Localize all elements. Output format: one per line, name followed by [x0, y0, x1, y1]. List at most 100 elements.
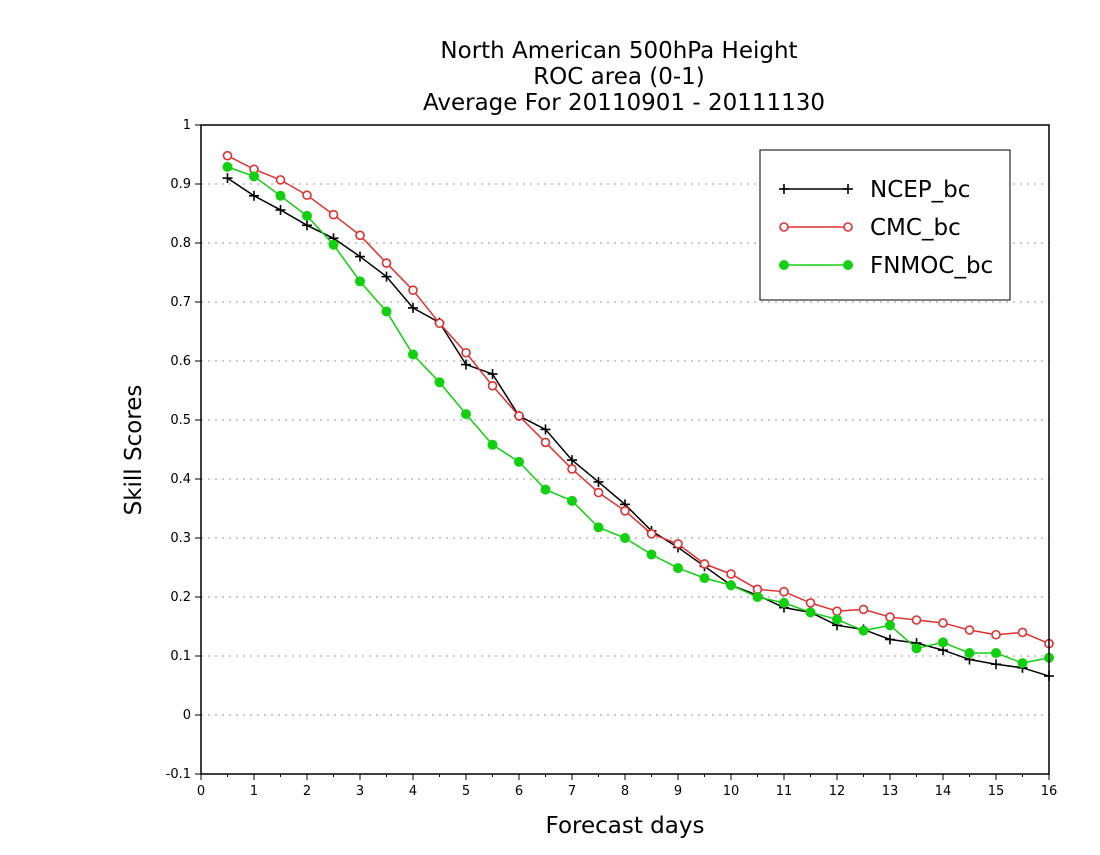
data-point-fnmoc-bc: [328, 239, 339, 250]
data-point-cmc-bc: [673, 539, 683, 549]
x-axis-label: Forecast days: [546, 813, 705, 839]
data-point-fnmoc-bc: [858, 625, 869, 636]
x-tick-label: 11: [776, 784, 793, 799]
legend-box: [759, 149, 1011, 301]
y-tick-label: 0.3: [170, 531, 191, 546]
data-point-cmc-bc: [540, 437, 551, 448]
y-tick-label: 0.8: [170, 236, 191, 251]
x-tick-label: 3: [356, 784, 364, 799]
data-point-cmc-bc: [964, 625, 975, 635]
data-point-fnmoc-bc: [805, 607, 816, 618]
data-point-fnmoc-bc: [408, 349, 418, 360]
data-point-ncep-bc: [249, 190, 259, 201]
data-point-fnmoc-bc: [249, 171, 259, 182]
data-point-cmc-bc: [514, 411, 524, 421]
y-tick-label: 0.7: [170, 295, 191, 310]
data-point-ncep-bc: [302, 220, 312, 231]
legend: NCEP_bc CMC_bc FNMOC_bc: [759, 149, 1011, 301]
legend-marker: [843, 222, 853, 232]
y-tick-label: 0.2: [170, 590, 191, 605]
legend-marker: [779, 222, 789, 232]
data-point-fnmoc-bc: [1017, 658, 1028, 669]
data-point-cmc-bc: [487, 380, 498, 391]
x-tick-label: 10: [723, 784, 740, 799]
data-point-fnmoc-bc: [991, 648, 1001, 659]
plot-frame: [200, 124, 1050, 775]
data-point-fnmoc-bc: [567, 495, 577, 506]
data-point-fnmoc-bc: [779, 597, 789, 608]
data-point-fnmoc-bc: [222, 161, 233, 172]
x-tick-label: 0: [197, 784, 205, 799]
legend-item-cmc-bc: CMC_bc: [779, 215, 961, 241]
title-line-3: Average For 20110901 - 20111130: [423, 90, 825, 116]
data-point-fnmoc-bc: [593, 522, 604, 533]
data-point-cmc-bc: [991, 629, 1001, 640]
data-point-cmc-bc: [885, 612, 895, 622]
data-point-ncep-bc: [381, 271, 392, 282]
x-tick-label: 14: [935, 784, 952, 799]
y-tick-label: 0.4: [170, 472, 191, 487]
data-point-fnmoc-bc: [461, 409, 471, 420]
data-point-ncep-bc: [275, 204, 286, 215]
data-point-cmc-bc: [567, 464, 577, 474]
data-point-fnmoc-bc: [620, 533, 630, 543]
axes: -0.100.10.20.30.40.50.60.70.80.910 1 2 3 4 5 6…: [166, 118, 1058, 799]
series-fnmoc-bc: [222, 161, 1054, 669]
legend-label: CMC_bc: [870, 215, 961, 241]
x-tick-label: 16: [1041, 784, 1058, 799]
grid: [201, 183, 1049, 716]
data-point-cmc-bc: [699, 559, 710, 569]
x-tick-label: 8: [621, 784, 629, 799]
data-point-ncep-bc: [222, 173, 233, 184]
data-point-fnmoc-bc: [726, 580, 736, 591]
y-tick-label: 0.1: [170, 649, 191, 664]
title-line-2: ROC area (0-1): [533, 64, 705, 90]
data-point-fnmoc-bc: [355, 276, 365, 287]
data-point-cmc-bc: [832, 606, 842, 616]
legend-marker: [843, 260, 853, 270]
data-point-cmc-bc: [434, 318, 445, 329]
data-point-fnmoc-bc: [832, 614, 842, 625]
data-point-ncep-bc: [461, 359, 471, 370]
data-point-fnmoc-bc: [381, 306, 392, 317]
data-point-cmc-bc: [805, 598, 816, 608]
legend-label: NCEP_bc: [870, 177, 970, 203]
title-line-1: North American 500hPa Height: [440, 38, 797, 64]
data-point-fnmoc-bc: [487, 439, 498, 450]
x-tick-label: 6: [515, 784, 523, 799]
y-tick-label: 0.6: [170, 354, 191, 369]
data-point-cmc-bc: [408, 285, 418, 296]
data-point-fnmoc-bc: [938, 637, 948, 648]
x-tick-label: 5: [462, 784, 470, 799]
legend-item-fnmoc-bc: FNMOC_bc: [779, 253, 993, 279]
data-point-fnmoc-bc: [646, 549, 657, 560]
data-point-fnmoc-bc: [964, 648, 975, 659]
data-point-fnmoc-bc: [514, 456, 524, 467]
series-line-fnmoc-bc: [227, 166, 1050, 664]
x-tick-label: 9: [674, 784, 682, 799]
series-lines: [222, 150, 1054, 682]
data-point-fnmoc-bc: [911, 643, 922, 654]
chart-title: North American 500hPa Height ROC area (0…: [423, 38, 825, 116]
x-tick-label: 7: [568, 784, 576, 799]
x-tick-label: 12: [829, 784, 846, 799]
x-tick-label: 13: [882, 784, 899, 799]
data-point-cmc-bc: [593, 487, 604, 498]
data-point-cmc-bc: [328, 209, 339, 220]
data-point-cmc-bc: [302, 190, 312, 201]
data-point-cmc-bc: [381, 258, 392, 268]
y-axis-label: Skill Scores: [121, 385, 147, 516]
legend-marker: [779, 184, 789, 194]
x-tick-label: 4: [409, 784, 417, 799]
data-point-fnmoc-bc: [885, 620, 895, 631]
data-point-fnmoc-bc: [302, 210, 312, 221]
data-point-ncep-bc: [487, 368, 498, 379]
data-point-fnmoc-bc: [434, 377, 445, 388]
data-point-cmc-bc: [726, 569, 736, 579]
y-tick-label: 0: [183, 708, 191, 723]
legend-marker: [779, 260, 789, 270]
data-point-ncep-bc: [355, 251, 365, 262]
data-point-cmc-bc: [275, 175, 286, 185]
x-tick-label: 2: [303, 784, 311, 799]
